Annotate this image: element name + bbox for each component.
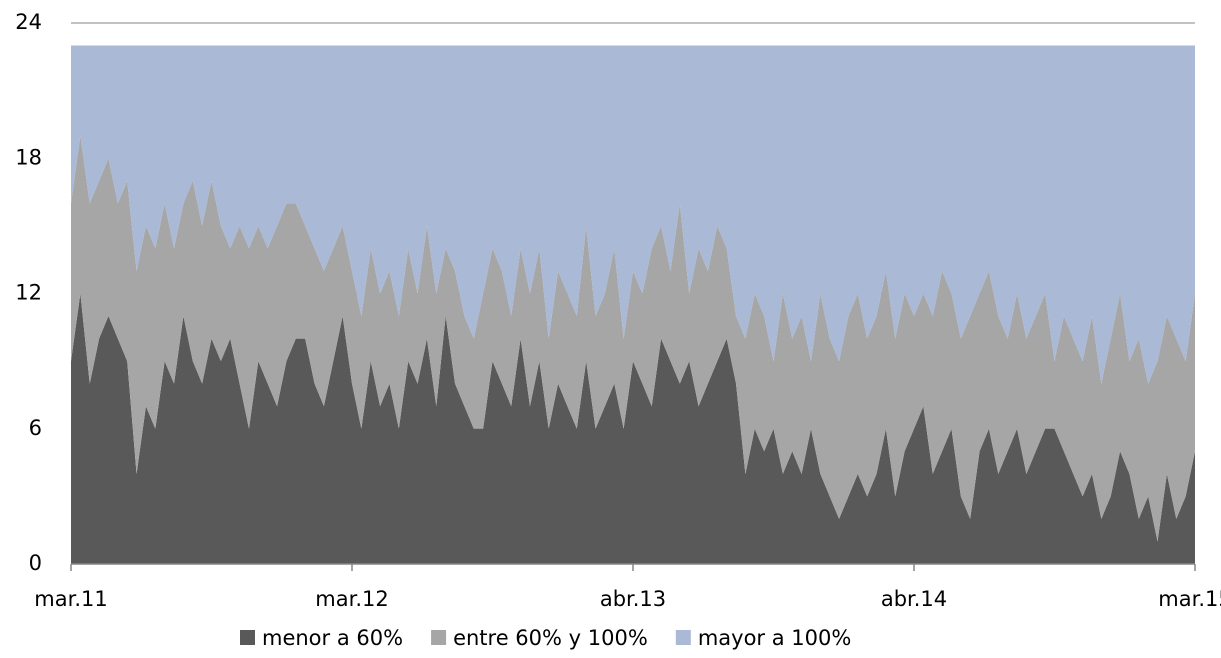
- x-tick-label: mar.12: [315, 587, 388, 611]
- y-tick-label: 24: [15, 10, 42, 34]
- y-tick-label: 12: [15, 281, 42, 305]
- y-tick-label: 18: [15, 145, 42, 169]
- area: [71, 45, 1195, 384]
- legend-swatch: [240, 630, 255, 645]
- x-tick-label: abr.14: [881, 587, 947, 611]
- x-tick-label: mar.11: [34, 587, 107, 611]
- legend-label: mayor a 100%: [698, 626, 852, 650]
- y-tick-label: 6: [29, 416, 42, 440]
- area: [71, 135, 1195, 542]
- x-tick-label: abr.13: [600, 587, 666, 611]
- legend-label: entre 60% y 100%: [453, 626, 648, 650]
- legend-label: menor a 60%: [262, 626, 403, 650]
- legend-swatch: [675, 630, 691, 645]
- area: [71, 293, 1195, 564]
- legend-swatch: [431, 630, 447, 645]
- x-tick-label: mar.15: [1158, 587, 1221, 611]
- y-tick-label: 0: [29, 551, 42, 575]
